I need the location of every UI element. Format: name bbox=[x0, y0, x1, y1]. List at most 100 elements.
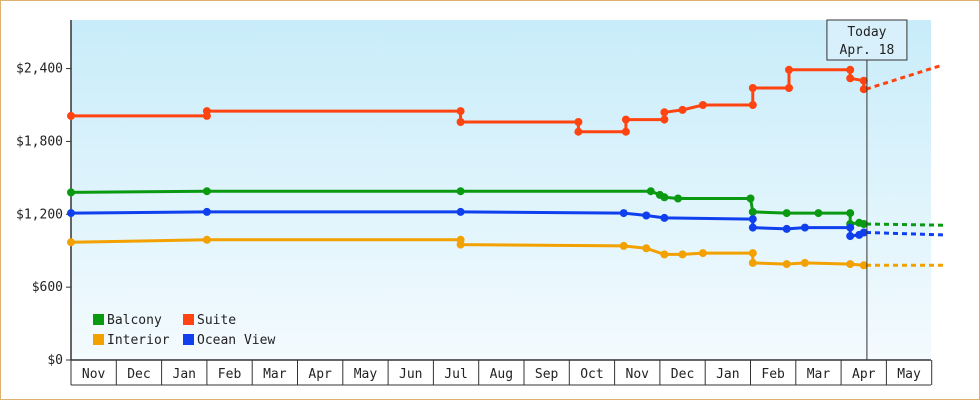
data-point bbox=[748, 215, 757, 224]
month-label: Jan bbox=[173, 367, 196, 382]
projection-line bbox=[865, 231, 944, 237]
month-label: May bbox=[897, 367, 921, 382]
projection-line bbox=[865, 63, 944, 91]
data-point bbox=[814, 209, 823, 218]
series-suite bbox=[67, 63, 944, 136]
today-date: Apr. 18 bbox=[840, 43, 895, 58]
legend-swatch bbox=[183, 334, 194, 345]
month-label: Jun bbox=[399, 367, 422, 382]
legend-label: Ocean View bbox=[197, 333, 275, 348]
data-point bbox=[785, 65, 793, 74]
data-point bbox=[748, 223, 757, 232]
data-point bbox=[574, 118, 583, 126]
data-point bbox=[698, 249, 707, 258]
month-label: Aug bbox=[490, 367, 513, 382]
series-balcony bbox=[67, 187, 944, 228]
data-point bbox=[748, 249, 757, 258]
projection-line bbox=[865, 222, 944, 227]
y-tick-label: $2,400 bbox=[16, 62, 63, 77]
month-label: Nov bbox=[626, 367, 650, 382]
data-point bbox=[642, 211, 651, 220]
month-label: Apr bbox=[852, 367, 876, 382]
data-point bbox=[621, 115, 630, 124]
month-label: Jul bbox=[444, 367, 467, 382]
legend: Balcony Suite Interior Ocean View bbox=[93, 313, 275, 348]
data-point bbox=[660, 108, 669, 117]
data-point bbox=[674, 194, 682, 203]
data-point bbox=[782, 209, 791, 218]
legend-label: Suite bbox=[197, 313, 236, 328]
data-point bbox=[748, 101, 757, 109]
data-point bbox=[456, 118, 465, 126]
data-point bbox=[859, 76, 868, 85]
data-point bbox=[456, 187, 465, 196]
month-label: May bbox=[354, 367, 378, 382]
data-point bbox=[785, 84, 793, 92]
data-point bbox=[698, 101, 707, 109]
data-point bbox=[748, 258, 757, 267]
month-label: Jan bbox=[716, 367, 739, 382]
data-point bbox=[859, 261, 868, 270]
data-point bbox=[646, 187, 655, 196]
data-point bbox=[660, 213, 669, 222]
data-point bbox=[67, 188, 75, 197]
data-point bbox=[748, 84, 757, 92]
data-point bbox=[748, 207, 757, 216]
legend-label: Interior bbox=[107, 333, 170, 348]
today-marker: Today Apr. 18 bbox=[826, 19, 908, 360]
month-label: Mar bbox=[263, 367, 287, 382]
data-point bbox=[660, 193, 669, 202]
data-point bbox=[202, 107, 211, 116]
series-layer bbox=[67, 63, 944, 270]
legend-swatch bbox=[93, 334, 104, 345]
data-point bbox=[678, 250, 687, 259]
data-point bbox=[846, 232, 855, 241]
y-tick-label: $0 bbox=[47, 353, 63, 368]
data-point bbox=[859, 220, 868, 228]
data-point bbox=[67, 238, 75, 247]
data-point bbox=[456, 240, 465, 249]
x-axis: Nov Dec Jan Feb Mar Apr May Jun Jul Aug Sep Oct Nov D… bbox=[70, 359, 933, 386]
month-label: Nov bbox=[82, 367, 106, 382]
series-ocean-view bbox=[67, 207, 944, 241]
data-point bbox=[800, 223, 809, 232]
data-point bbox=[202, 207, 211, 216]
data-point bbox=[619, 241, 628, 250]
month-label: Feb bbox=[218, 367, 242, 382]
data-point bbox=[846, 223, 855, 232]
data-point bbox=[782, 224, 791, 233]
month-label: Apr bbox=[308, 367, 332, 382]
month-label: Oct bbox=[580, 367, 603, 382]
today-box bbox=[826, 19, 908, 61]
series-interior bbox=[67, 235, 943, 270]
month-label: Mar bbox=[807, 367, 831, 382]
data-point bbox=[621, 127, 630, 136]
legend-swatch bbox=[183, 314, 194, 325]
data-point bbox=[846, 74, 855, 83]
data-point bbox=[800, 258, 809, 267]
data-point bbox=[574, 127, 583, 136]
data-point bbox=[456, 107, 465, 116]
month-label: Dec bbox=[127, 367, 150, 382]
today-label: Today bbox=[847, 25, 886, 40]
data-point bbox=[678, 105, 687, 114]
month-label: Dec bbox=[671, 367, 694, 382]
data-point bbox=[67, 111, 75, 120]
legend-label: Balcony bbox=[107, 313, 162, 328]
data-point bbox=[846, 209, 855, 218]
data-point bbox=[619, 209, 628, 218]
data-point bbox=[859, 85, 868, 94]
data-point bbox=[660, 115, 669, 124]
y-tick-label: $600 bbox=[32, 280, 63, 295]
data-point bbox=[642, 244, 651, 253]
data-point bbox=[846, 260, 855, 269]
month-label: Feb bbox=[761, 367, 785, 382]
data-point bbox=[202, 187, 211, 196]
y-tick-label: $1,800 bbox=[16, 134, 63, 149]
data-point bbox=[202, 235, 211, 244]
data-point bbox=[782, 260, 791, 269]
month-label: Sep bbox=[535, 367, 559, 382]
data-point bbox=[846, 65, 855, 74]
legend-swatch bbox=[93, 314, 104, 325]
y-axis: $0 $600 $1,200 $1,800 $2,400 bbox=[16, 20, 72, 368]
